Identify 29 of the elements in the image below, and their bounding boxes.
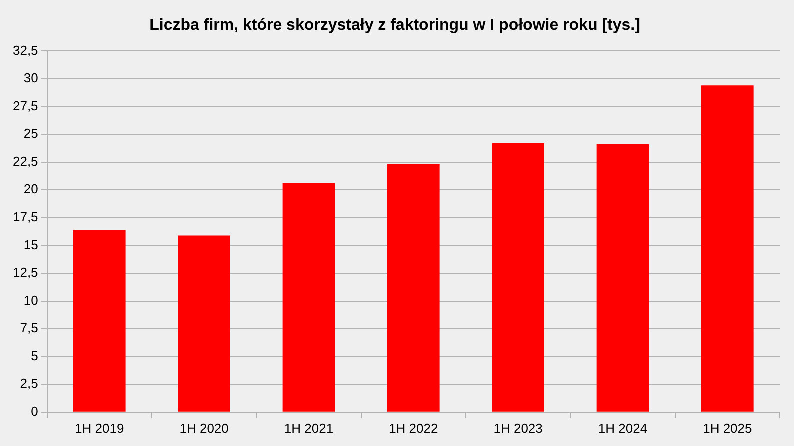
- y-tick-label: 5: [31, 348, 38, 364]
- y-tick-label: 0: [31, 404, 38, 419]
- bar: [596, 144, 650, 412]
- y-tick-label: 7,5: [20, 320, 38, 336]
- y-tick-label: 32,5: [12, 42, 38, 58]
- y-tick-label: 12,5: [12, 265, 38, 280]
- x-tick-label: 1H 2023: [494, 420, 543, 436]
- y-tick-label: 10: [24, 292, 38, 308]
- y-tick-label: 30: [24, 70, 38, 86]
- x-tick-label: 1H 2022: [389, 420, 438, 436]
- bar: [701, 86, 754, 412]
- x-tick-label: 1H 2019: [75, 420, 124, 436]
- y-tick-label: 20: [24, 182, 38, 197]
- bar: [387, 164, 440, 412]
- y-tick-label: 27,5: [12, 98, 38, 114]
- y-tick-label: 17,5: [12, 209, 38, 224]
- y-tick-label: 22,5: [12, 154, 38, 169]
- bar: [282, 183, 336, 412]
- x-tick-label: 1H 2024: [598, 420, 648, 436]
- bar: [178, 236, 230, 412]
- chart-title: Liczba firm, które skorzystały z faktoringu w I połowie roku [tys.]: [150, 17, 640, 34]
- x-tick-label: 1H 2020: [180, 420, 229, 436]
- bar: [73, 230, 126, 412]
- y-tick-label: 15: [24, 237, 38, 252]
- x-tick-label: 1H 2025: [703, 420, 752, 436]
- y-tick-label: 2,5: [20, 376, 38, 392]
- y-tick-label: 25: [24, 126, 38, 142]
- bar: [492, 143, 544, 412]
- x-tick-label: 1H 2021: [284, 420, 334, 436]
